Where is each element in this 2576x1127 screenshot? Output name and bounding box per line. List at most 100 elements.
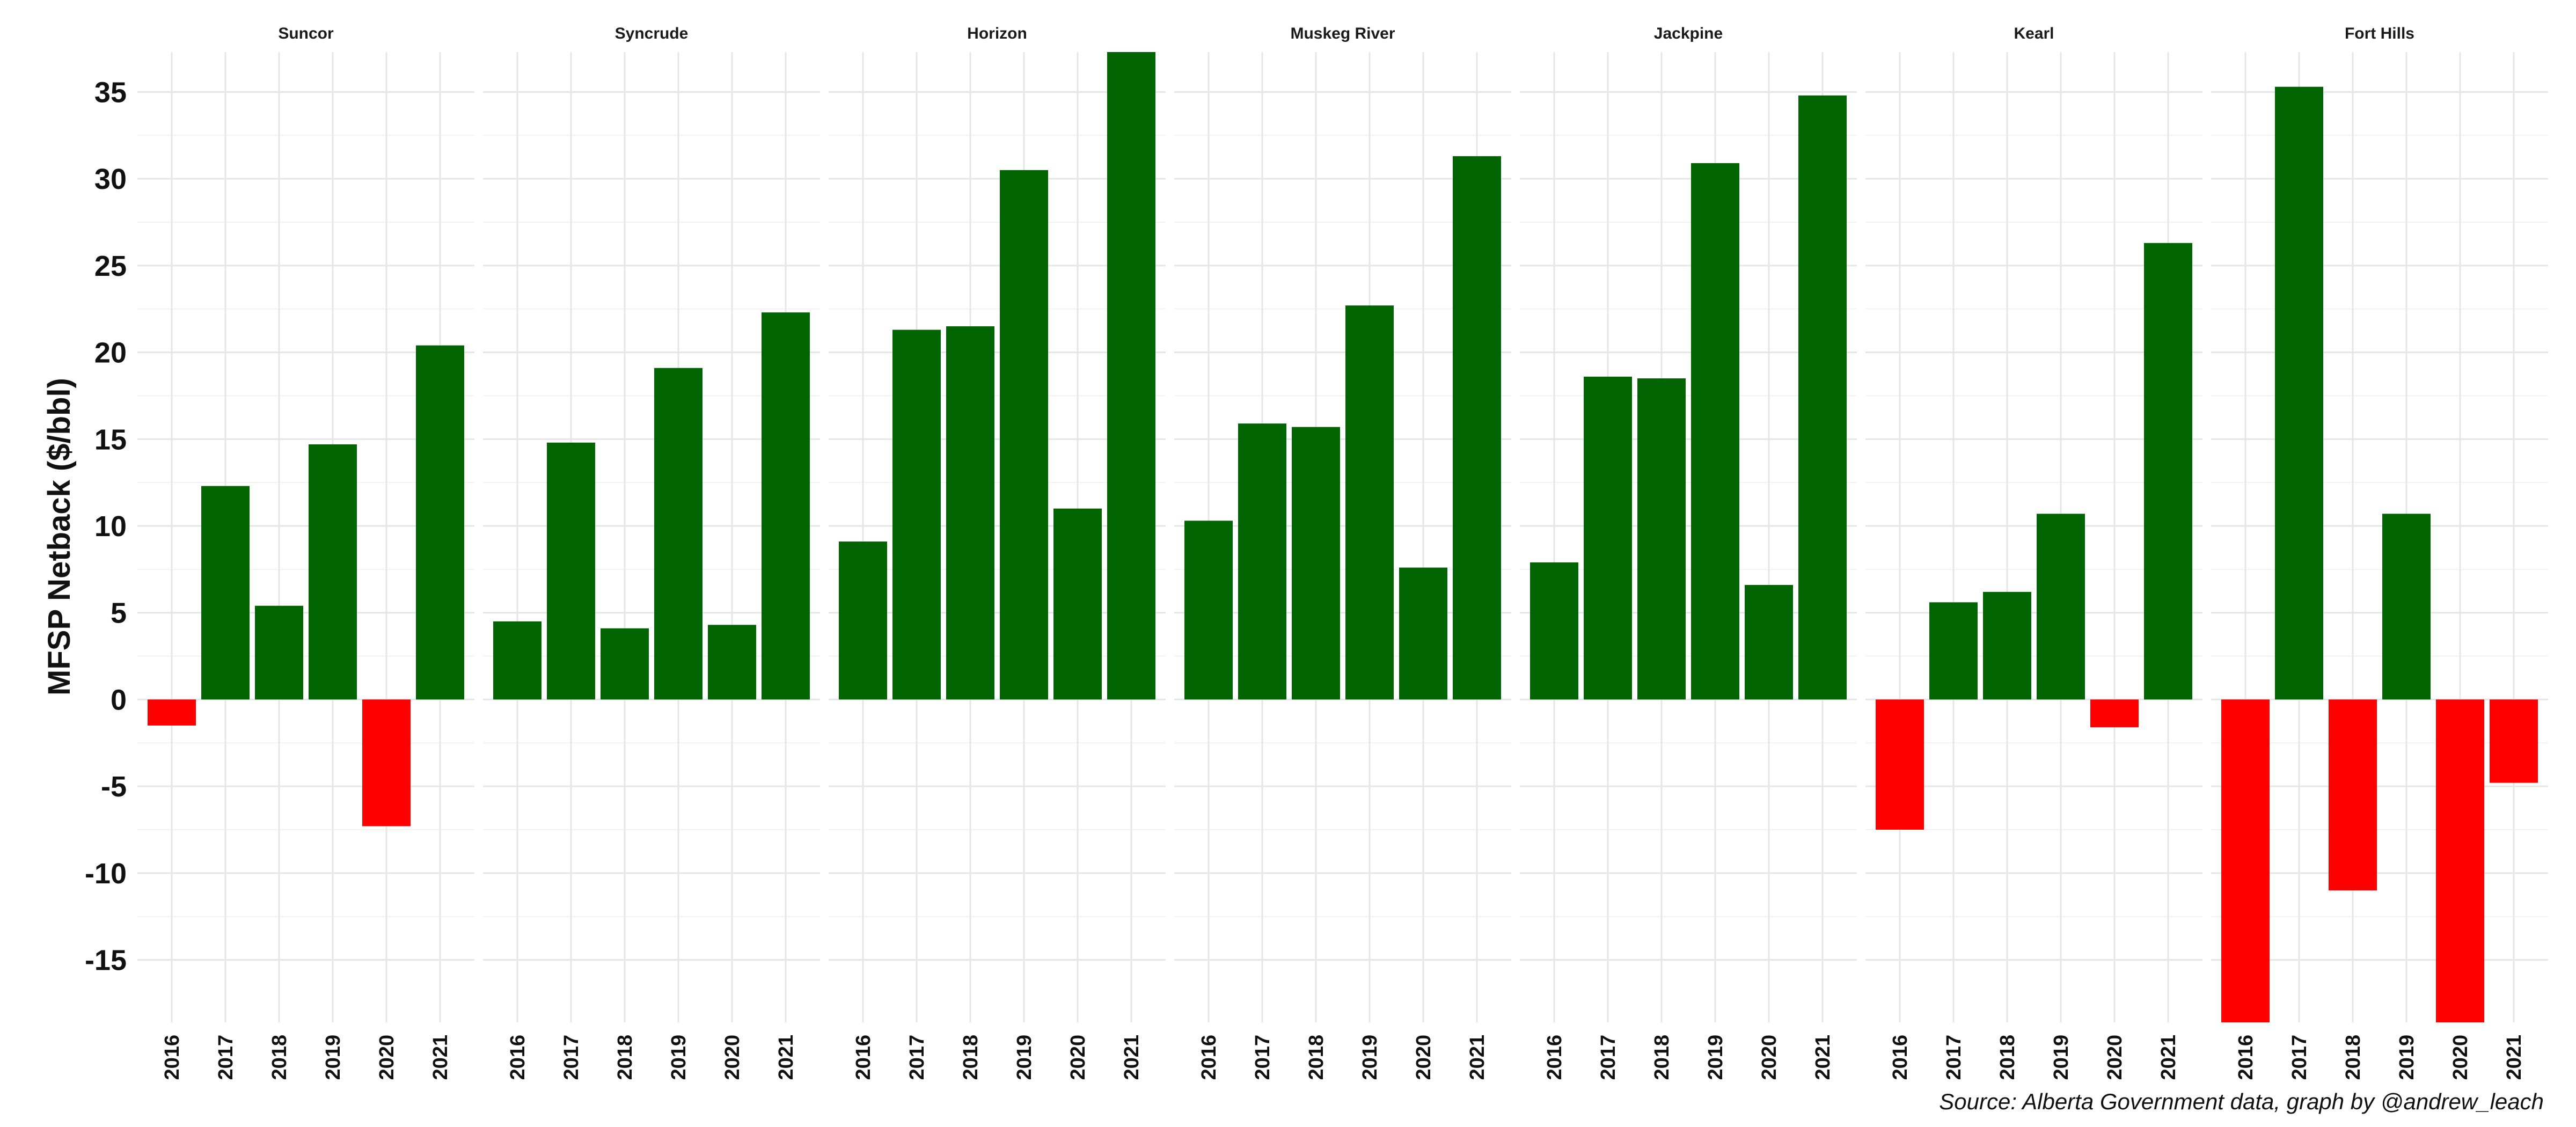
bar	[2436, 699, 2484, 1022]
bar	[2221, 699, 2270, 1022]
x-tick-label: 2018	[960, 1035, 982, 1080]
bar	[1000, 170, 1048, 700]
y-tick-label: 5	[111, 597, 127, 630]
y-tick-label: 25	[94, 250, 127, 282]
y-tick-label: 20	[94, 337, 127, 369]
x-tick-label: 2020	[721, 1035, 744, 1080]
x-tick-label: 2021	[1466, 1035, 1489, 1080]
bar	[1584, 376, 1632, 700]
facet-title: Suncor	[278, 25, 334, 42]
x-tick-label: 2021	[1121, 1035, 1143, 1080]
x-tick-label: 2017	[560, 1035, 583, 1080]
bar	[1983, 591, 2031, 700]
x-tick-label: 2016	[1889, 1035, 1912, 1080]
x-tick-label: 2017	[1252, 1035, 1274, 1080]
x-tick-label: 2018	[1305, 1035, 1328, 1080]
facet-title: Kearl	[2014, 25, 2054, 42]
x-tick-label: 2017	[2288, 1035, 2311, 1080]
bar	[946, 326, 994, 700]
x-tick-label: 2016	[852, 1035, 875, 1080]
text-layer: -15 -10 -5 0 5 10 15 20 25 30 35 Suncor 2016 2017 2018…	[85, 25, 2526, 1080]
facet-title: Fort Hills	[2345, 25, 2414, 42]
bar	[416, 345, 464, 700]
facet-title: Muskeg River	[1290, 25, 1395, 42]
bar	[1107, 52, 1155, 700]
bar	[762, 312, 810, 700]
bar	[2329, 699, 2377, 891]
bar	[1292, 427, 1340, 700]
bar	[1530, 562, 1578, 700]
bar	[1637, 378, 1686, 700]
x-tick-label: 2020	[1758, 1035, 1781, 1080]
bar	[2490, 699, 2538, 783]
x-tick-label: 2019	[1704, 1035, 1727, 1080]
y-axis-label: MFSP Netback ($/bbl)	[42, 378, 77, 696]
bar	[708, 625, 756, 700]
bar	[2090, 699, 2139, 728]
bar	[2382, 514, 2431, 700]
bar	[1745, 584, 1793, 700]
x-tick-label: 2021	[429, 1035, 452, 1080]
x-tick-label: 2020	[376, 1035, 398, 1080]
x-tick-label: 2020	[1413, 1035, 1435, 1080]
bar	[1929, 602, 1978, 700]
x-tick-label: 2016	[507, 1035, 529, 1080]
bar	[1184, 521, 1233, 700]
bar	[1691, 163, 1739, 700]
x-tick-label: 2018	[2342, 1035, 2365, 1080]
x-tick-label: 2017	[1597, 1035, 1620, 1080]
facet-title: Syncrude	[615, 25, 689, 42]
facet-title: Horizon	[967, 25, 1027, 42]
x-tick-label: 2021	[2503, 1035, 2526, 1080]
x-tick-label: 2019	[322, 1035, 345, 1080]
x-tick-label: 2017	[906, 1035, 928, 1080]
bar	[1238, 423, 1286, 700]
x-tick-label: 2019	[2396, 1035, 2418, 1080]
bar	[892, 330, 941, 700]
bars-layer	[148, 52, 2538, 1022]
bar	[201, 486, 250, 700]
x-tick-label: 2016	[1198, 1035, 1220, 1080]
x-tick-label: 2018	[1996, 1035, 2019, 1080]
x-tick-label: 2020	[2104, 1035, 2126, 1080]
y-tick-label: 0	[111, 684, 127, 716]
x-tick-label: 2016	[1543, 1035, 1566, 1080]
x-tick-label: 2019	[1013, 1035, 1036, 1080]
bar	[493, 621, 541, 700]
x-tick-label: 2021	[1812, 1035, 1834, 1080]
bar	[362, 699, 411, 826]
x-tick-label: 2021	[2157, 1035, 2180, 1080]
x-tick-label: 2019	[1359, 1035, 1381, 1080]
bar	[2037, 514, 2085, 700]
bar	[2144, 243, 2192, 700]
y-tick-label: 30	[94, 163, 127, 195]
bar	[1345, 305, 1394, 700]
bar	[601, 628, 649, 700]
bar	[2275, 86, 2323, 700]
facet-title: Jackpine	[1654, 25, 1723, 42]
bar	[1798, 95, 1847, 700]
y-tick-label: 35	[94, 76, 127, 108]
bar	[654, 368, 702, 700]
bar	[1453, 156, 1501, 700]
bar	[1053, 508, 1102, 700]
bar	[547, 442, 595, 700]
x-tick-label: 2017	[215, 1035, 237, 1080]
x-tick-label: 2020	[2449, 1035, 2472, 1080]
bar	[148, 699, 196, 726]
x-tick-label: 2018	[614, 1035, 636, 1080]
x-tick-label: 2018	[268, 1035, 291, 1080]
source-caption: Source: Alberta Government data, graph b…	[1939, 1089, 2544, 1114]
y-tick-label: 10	[94, 510, 127, 543]
x-tick-label: 2019	[2050, 1035, 2073, 1080]
x-tick-label: 2016	[161, 1035, 184, 1080]
bar	[1876, 699, 1924, 830]
bar	[1399, 567, 1447, 700]
y-tick-label: -15	[85, 945, 127, 977]
x-tick-label: 2017	[1943, 1035, 1965, 1080]
bar	[309, 444, 357, 700]
bar	[255, 605, 303, 700]
x-tick-label: 2016	[2235, 1035, 2257, 1080]
x-tick-label: 2018	[1651, 1035, 1673, 1080]
